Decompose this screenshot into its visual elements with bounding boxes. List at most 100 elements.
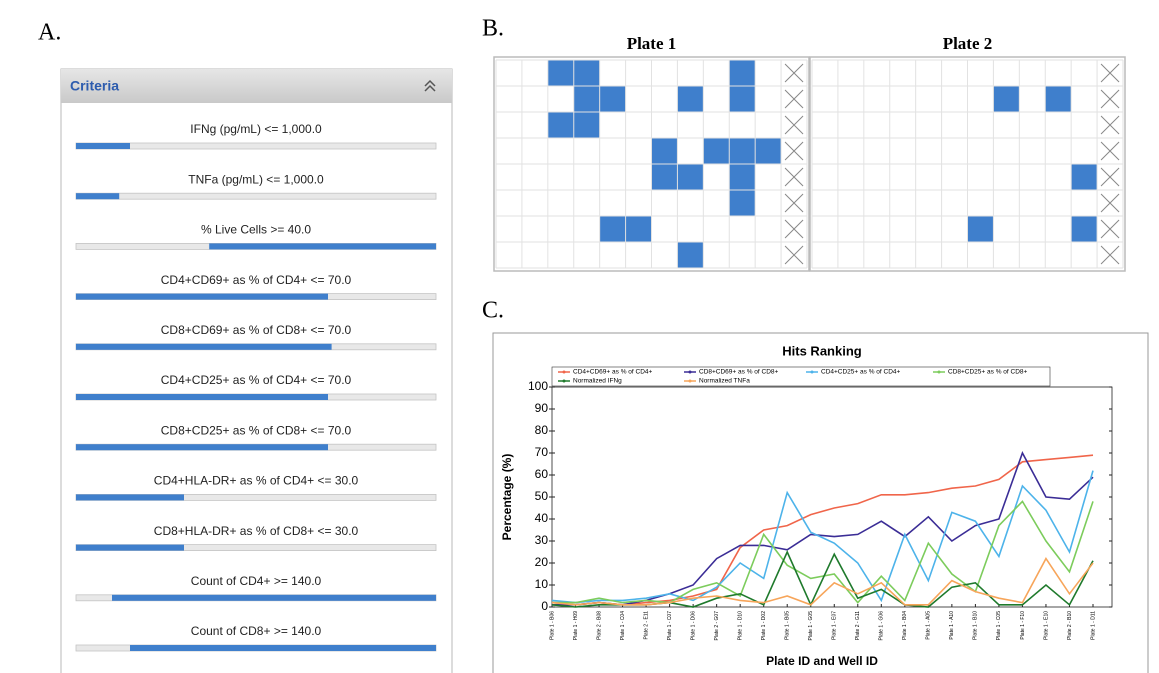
series-line (552, 500, 1094, 604)
x-tick-label: Plate 1 - G06 (879, 611, 885, 641)
excluded-well (784, 167, 804, 187)
criteria-label: CD4+CD69+ as % of CD4+ <= 70.0 (161, 273, 352, 287)
hit-well (729, 190, 756, 216)
excluded-well (1100, 141, 1120, 161)
slider-fill (76, 143, 130, 149)
slider-fill (76, 494, 184, 501)
slider-fill (76, 394, 328, 400)
hit-well (1045, 86, 1072, 112)
hit-well (729, 86, 756, 112)
x-tick-label: Plate 1 - D10 (738, 611, 744, 640)
legend-swatch (688, 379, 692, 383)
legend-swatch (937, 370, 941, 374)
collapse-icon[interactable] (424, 79, 436, 87)
x-tick-label: Plate 1 - E07 (832, 611, 838, 640)
x-axis-label: Plate ID and Well ID (766, 654, 878, 668)
plate-title: Plate 2 (943, 34, 993, 53)
hit-well (729, 60, 756, 86)
hit-well (729, 138, 756, 164)
criteria-label: TNFa (pg/mL) <= 1,000.0 (188, 172, 324, 186)
x-tick-label: Plate 1 - B10 (973, 611, 979, 640)
slider-fill (76, 544, 184, 551)
x-tick-label: Plate 1 - C07 (667, 611, 673, 640)
panel-label: A. (38, 20, 61, 46)
hit-well (755, 138, 782, 164)
y-tick-label: 10 (535, 577, 549, 591)
x-tick-label: Plate 1 - F10 (1020, 611, 1026, 640)
x-tick-label: Plate 1 - B06 (549, 611, 555, 640)
criteria-label: % Live Cells >= 40.0 (201, 223, 311, 237)
x-tick-label: Plate 1 - B05 (785, 611, 791, 640)
excluded-well (784, 141, 804, 161)
slider-fill (76, 444, 328, 451)
slider-fill (76, 193, 120, 200)
excluded-well (784, 63, 804, 83)
x-tick-label: Plate 1 - B04 (902, 611, 908, 640)
hit-well (703, 138, 730, 164)
criteria-label: CD8+CD25+ as % of CD8+ <= 70.0 (161, 423, 352, 437)
y-tick-label: 70 (535, 445, 549, 459)
hit-well (651, 138, 678, 164)
y-tick-label: 40 (535, 511, 549, 525)
x-tick-label: Plate 2 - E11 (643, 611, 649, 640)
x-tick-label: Plate 2 - B10 (1067, 611, 1073, 640)
y-tick-label: 100 (528, 379, 548, 393)
slider-fill (130, 645, 436, 651)
y-tick-label: 80 (535, 423, 549, 437)
collapse-icon[interactable] (424, 84, 436, 92)
legend-box (551, 366, 1051, 387)
excluded-well (1100, 193, 1120, 213)
plate-title: Plate 1 (627, 34, 677, 53)
x-tick-label: Plate 1 - D06 (690, 611, 696, 640)
x-tick-label: Plate 1 - A05 (926, 611, 932, 640)
x-tick-label: Plate 1 - E10 (1043, 611, 1049, 640)
y-tick-label: 20 (535, 555, 549, 569)
hit-well (573, 112, 600, 138)
hit-well (625, 216, 652, 242)
criteria-label: CD8+CD69+ as % of CD8+ <= 70.0 (161, 323, 352, 337)
hit-well (1071, 216, 1098, 242)
x-tick-label: Plate 2 - G07 (714, 611, 720, 641)
legend-label: CD4+CD69+ as % of CD4+ (573, 369, 653, 376)
plate-border (809, 56, 1126, 272)
excluded-well (1100, 63, 1120, 83)
y-axis-label: Percentage (%) (500, 454, 514, 541)
panel-label: C. (482, 298, 504, 324)
excluded-well (784, 89, 804, 109)
legend-label: Normalized TNFa (699, 378, 750, 385)
hit-well (651, 164, 678, 190)
x-tick-label: Plate 2 - B08 (596, 611, 602, 640)
legend-swatch (810, 370, 814, 374)
x-tick-label: Plate 1 - H09 (573, 611, 579, 640)
hit-well (993, 86, 1020, 112)
series-line (551, 470, 1094, 604)
legend-label: Normalized IFNg (573, 378, 622, 385)
x-tick-label: Plate 1 - D11 (1090, 611, 1096, 640)
criteria-label: CD4+HLA-DR+ as % of CD4+ <= 30.0 (154, 474, 359, 488)
slider-fill (76, 293, 328, 300)
criteria-panel (60, 68, 453, 673)
excluded-well (784, 193, 804, 213)
criteria-header (61, 69, 452, 103)
y-tick-label: 30 (535, 533, 549, 547)
legend-swatch (688, 370, 692, 374)
hit-well (599, 86, 626, 112)
series-line (551, 557, 1094, 606)
hit-well (547, 112, 574, 138)
criteria-label: IFNg (pg/mL) <= 1,000.0 (190, 122, 322, 136)
panel-label: B. (482, 16, 504, 42)
criteria-title: Criteria (70, 78, 119, 94)
hit-well (573, 60, 600, 86)
legend-swatch (562, 370, 566, 374)
criteria-label: Count of CD8+ >= 140.0 (191, 624, 322, 638)
criteria-label: Count of CD4+ >= 140.0 (191, 574, 322, 588)
hit-well (599, 216, 626, 242)
hit-well (677, 164, 704, 190)
hit-well (677, 242, 704, 268)
slider-fill (209, 243, 436, 250)
legend-label: CD4+CD25+ as % of CD4+ (821, 369, 901, 376)
legend-label: CD8+CD25+ as % of CD8+ (948, 369, 1028, 376)
plate-border (493, 56, 810, 272)
y-tick-label: 50 (535, 489, 549, 503)
